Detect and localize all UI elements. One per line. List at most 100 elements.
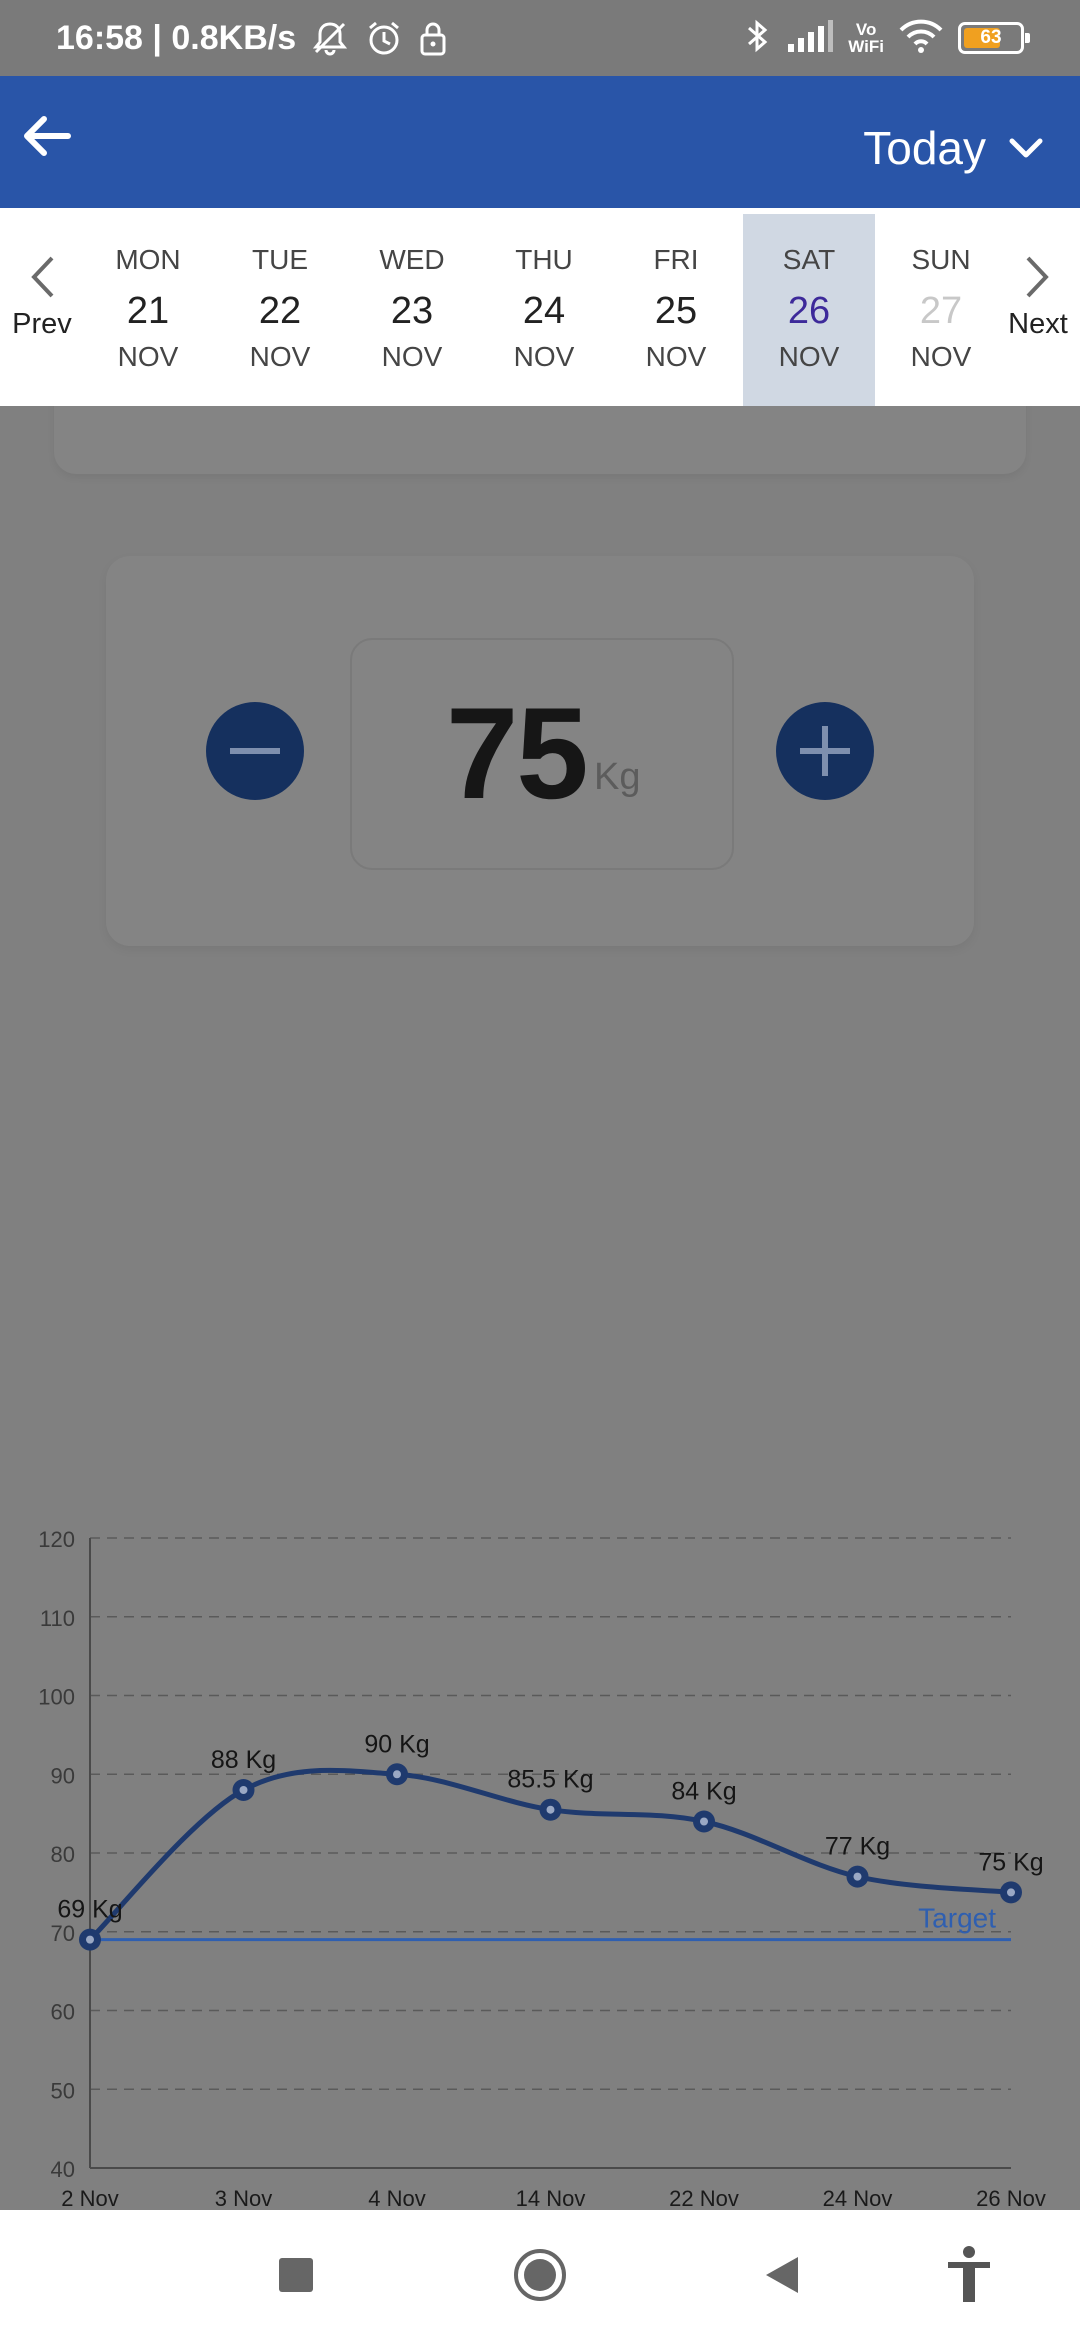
x-tick-label: 22 Nov — [669, 2186, 739, 2210]
vowifi-top: Vo — [855, 20, 877, 39]
prev-button[interactable]: Prev — [0, 254, 84, 341]
day-month: NOV — [117, 341, 179, 372]
data-point-center — [1007, 1888, 1015, 1897]
x-tick-label: 4 Nov — [368, 2186, 425, 2210]
app-bar: Today — [0, 76, 1080, 208]
date-strip: Prev MON 21 NOV TUE 22 NOV WED 23 NOV TH… — [0, 208, 1080, 406]
weight-value: 75 — [446, 680, 589, 826]
day-tue[interactable]: TUE 22 NOV — [214, 214, 346, 406]
weight-unit: Kg — [594, 756, 641, 798]
day-of-week: THU — [515, 244, 573, 275]
day-fri[interactable]: FRI 25 NOV — [610, 214, 742, 406]
status-right: Vo WiFi 63 — [742, 0, 1030, 76]
y-tick-label: 110 — [40, 1606, 75, 1631]
data-point-center — [853, 1872, 862, 1881]
day-of-week: SUN — [911, 244, 971, 275]
day-month: NOV — [249, 341, 311, 372]
y-tick-label: 60 — [51, 2000, 75, 2025]
data-label: 90 Kg — [364, 1730, 429, 1758]
y-tick-label: 100 — [38, 1685, 75, 1710]
decrement-button[interactable] — [206, 702, 304, 800]
weight-card: 75 Kg — [106, 556, 974, 946]
day-wed[interactable]: WED 23 NOV — [346, 214, 478, 406]
prev-label: Prev — [12, 308, 72, 340]
back-icon — [766, 2257, 798, 2293]
home-icon — [514, 2249, 566, 2301]
signal-icon — [786, 18, 834, 59]
chevron-right-icon — [1026, 256, 1049, 298]
x-tick-label: 26 Nov — [976, 2186, 1046, 2210]
day-number: 22 — [258, 290, 302, 332]
x-tick-label: 3 Nov — [215, 2186, 272, 2210]
y-tick-label: 80 — [51, 1842, 75, 1867]
minus-icon — [230, 748, 280, 754]
next-button[interactable]: Next — [996, 254, 1080, 341]
content-overlay: 75 Kg 40 50 60 70 80 90 100 110 120 Target 69 Kg 2 … — [0, 406, 1080, 2210]
lock-icon — [418, 18, 448, 58]
day-of-week: FRI — [653, 244, 699, 275]
mute-icon — [310, 18, 350, 58]
data-label: 85.5 Kg — [507, 1766, 593, 1794]
day-sun[interactable]: SUN 27 NOV — [875, 214, 1007, 406]
y-tick-label: 70 — [51, 1921, 75, 1946]
x-tick-label: 14 Nov — [516, 2186, 586, 2210]
y-tick-label: 50 — [51, 2078, 75, 2103]
wifi-icon — [898, 18, 944, 59]
x-tick-label: 2 Nov — [61, 2186, 118, 2210]
day-of-week: SAT — [782, 244, 836, 275]
data-point-center — [546, 1805, 555, 1814]
chevron-left-icon — [31, 256, 54, 298]
alarm-icon — [364, 18, 404, 58]
bluetooth-icon — [742, 16, 772, 61]
status-left: 16:58 | 0.8KB/s — [56, 0, 448, 76]
data-label: 75 Kg — [978, 1848, 1043, 1876]
day-number: 23 — [390, 290, 434, 332]
home-button[interactable] — [505, 2240, 575, 2310]
status-bar: 16:58 | 0.8KB/s Vo WiFi 63 — [0, 0, 1080, 76]
arrow-left-icon — [24, 116, 71, 156]
day-thu[interactable]: THU 24 NOV — [478, 214, 610, 406]
chevron-down-icon — [1009, 138, 1043, 158]
day-month: NOV — [513, 341, 575, 372]
data-label: 69 Kg — [57, 1896, 122, 1924]
data-point-center — [239, 1786, 248, 1794]
next-label: Next — [1008, 308, 1068, 340]
status-time: 16:58 — [56, 18, 143, 57]
weight-value-box[interactable]: 75 Kg — [350, 638, 734, 870]
recent-apps-icon — [279, 2258, 313, 2292]
status-separator: | — [142, 18, 172, 57]
y-tick-label: 90 — [51, 1763, 75, 1788]
day-number: 25 — [654, 290, 698, 332]
data-point-center — [393, 1770, 401, 1779]
day-number: 27 — [919, 290, 963, 332]
increment-button[interactable] — [776, 702, 874, 800]
period-dropdown[interactable]: Today — [863, 112, 1044, 184]
battery-level: 63 — [980, 27, 1002, 48]
data-label: 88 Kg — [211, 1746, 276, 1774]
day-month: NOV — [645, 341, 707, 372]
accessibility-button[interactable] — [934, 2240, 1004, 2310]
goal-card — [54, 406, 1026, 474]
y-tick-label: 40 — [51, 2157, 75, 2182]
day-month: NOV — [381, 341, 443, 372]
day-sat-selected[interactable]: SAT 26 NOV — [743, 214, 875, 406]
back-button[interactable] — [14, 104, 78, 168]
data-label: 77 Kg — [825, 1833, 890, 1861]
day-of-week: TUE — [252, 244, 308, 275]
recent-apps-button[interactable] — [261, 2240, 331, 2310]
back-nav-button[interactable] — [747, 2240, 817, 2310]
plus-icon — [800, 726, 850, 776]
day-number: 21 — [126, 290, 170, 332]
vowifi-bottom: WiFi — [848, 37, 884, 56]
data-point-center — [700, 1817, 708, 1826]
system-nav-bar — [0, 2210, 1080, 2340]
status-network-speed: 0.8KB/s — [171, 18, 297, 57]
y-tick-label: 120 — [38, 1527, 75, 1552]
day-mon[interactable]: MON 21 NOV — [82, 214, 214, 406]
day-of-week: WED — [379, 244, 445, 275]
vowifi-label: Vo WiFi — [848, 21, 884, 55]
weight-chart: 40 50 60 70 80 90 100 110 120 Target 69 Kg 2 Nov 88 … — [38, 1527, 1046, 2210]
day-of-week: MON — [115, 244, 181, 275]
accessibility-icon — [948, 2246, 990, 2302]
battery-icon: 63 — [958, 22, 1030, 54]
